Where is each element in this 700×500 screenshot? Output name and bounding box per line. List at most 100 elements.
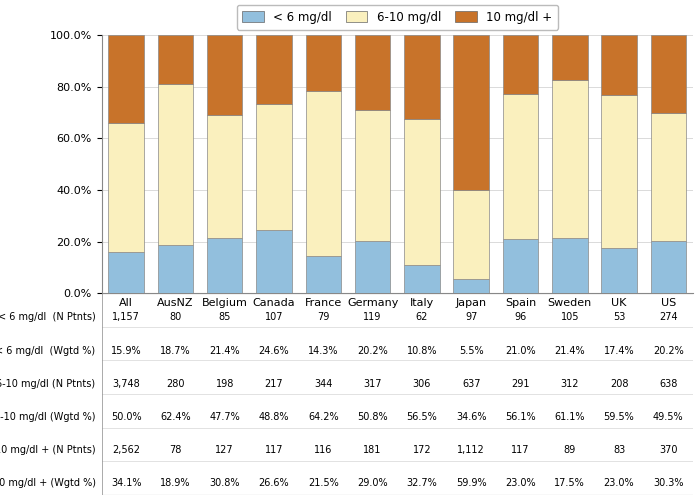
Text: 59.9%: 59.9% xyxy=(456,478,486,488)
Text: 50.0%: 50.0% xyxy=(111,412,141,422)
Bar xyxy=(404,266,440,293)
Bar xyxy=(650,241,686,293)
Bar xyxy=(306,35,341,90)
Bar xyxy=(503,34,538,94)
Text: 10.8%: 10.8% xyxy=(407,346,437,356)
Text: 317: 317 xyxy=(363,378,382,388)
Text: 96: 96 xyxy=(514,312,526,322)
Bar xyxy=(108,35,144,123)
Bar xyxy=(454,279,489,293)
Bar xyxy=(601,94,637,248)
Text: 21.5%: 21.5% xyxy=(308,478,339,488)
Text: 344: 344 xyxy=(314,378,332,388)
Text: 23.0%: 23.0% xyxy=(603,478,634,488)
Text: 6-10 mg/dl (Wgtd %): 6-10 mg/dl (Wgtd %) xyxy=(0,412,96,422)
Text: 1,157: 1,157 xyxy=(112,312,140,322)
Bar xyxy=(306,90,341,256)
Text: 29.0%: 29.0% xyxy=(357,478,388,488)
Text: 56.1%: 56.1% xyxy=(505,412,536,422)
Bar xyxy=(552,80,587,238)
Text: 15.9%: 15.9% xyxy=(111,346,141,356)
Text: 83: 83 xyxy=(613,445,625,455)
Text: 274: 274 xyxy=(659,312,678,322)
Text: 21.0%: 21.0% xyxy=(505,346,536,356)
Text: 181: 181 xyxy=(363,445,382,455)
Bar xyxy=(404,120,440,266)
Bar xyxy=(256,104,292,230)
Text: 116: 116 xyxy=(314,445,332,455)
Text: 47.7%: 47.7% xyxy=(209,412,240,422)
Bar xyxy=(454,190,489,279)
Text: 53: 53 xyxy=(613,312,625,322)
Text: 127: 127 xyxy=(216,445,234,455)
Text: 10 mg/dl + (N Ptnts): 10 mg/dl + (N Ptnts) xyxy=(0,445,96,455)
Text: 198: 198 xyxy=(216,378,234,388)
Text: 32.7%: 32.7% xyxy=(407,478,438,488)
Text: 370: 370 xyxy=(659,445,678,455)
Text: 34.1%: 34.1% xyxy=(111,478,141,488)
Text: 107: 107 xyxy=(265,312,284,322)
Text: 20.2%: 20.2% xyxy=(357,346,388,356)
Text: 30.8%: 30.8% xyxy=(209,478,240,488)
Text: < 6 mg/dl  (N Ptnts): < 6 mg/dl (N Ptnts) xyxy=(0,312,96,322)
Text: 34.6%: 34.6% xyxy=(456,412,486,422)
Text: 78: 78 xyxy=(169,445,181,455)
Text: 306: 306 xyxy=(413,378,431,388)
Text: 79: 79 xyxy=(317,312,330,322)
Text: 2,562: 2,562 xyxy=(112,445,140,455)
Bar xyxy=(503,94,538,239)
Text: 172: 172 xyxy=(412,445,431,455)
Bar xyxy=(108,123,144,252)
Text: 14.3%: 14.3% xyxy=(308,346,339,356)
Text: 291: 291 xyxy=(511,378,530,388)
Bar xyxy=(108,252,144,293)
Text: 217: 217 xyxy=(265,378,284,388)
Bar xyxy=(158,35,193,84)
Text: 89: 89 xyxy=(564,445,576,455)
Text: 59.5%: 59.5% xyxy=(603,412,634,422)
Text: 80: 80 xyxy=(169,312,181,322)
Bar xyxy=(601,36,637,94)
Bar xyxy=(650,35,686,113)
Bar xyxy=(355,35,391,110)
Text: 17.4%: 17.4% xyxy=(603,346,634,356)
Text: 208: 208 xyxy=(610,378,629,388)
Text: 23.0%: 23.0% xyxy=(505,478,536,488)
Bar xyxy=(355,110,391,241)
Bar xyxy=(503,239,538,293)
Text: 62: 62 xyxy=(416,312,428,322)
Text: 312: 312 xyxy=(561,378,579,388)
Text: 638: 638 xyxy=(659,378,678,388)
Bar xyxy=(552,238,587,293)
Text: 56.5%: 56.5% xyxy=(407,412,438,422)
Bar xyxy=(650,113,686,241)
Text: < 6 mg/dl  (Wgtd %): < 6 mg/dl (Wgtd %) xyxy=(0,346,96,356)
Bar xyxy=(355,241,391,293)
Text: 85: 85 xyxy=(218,312,231,322)
Text: 117: 117 xyxy=(511,445,530,455)
Text: 18.9%: 18.9% xyxy=(160,478,190,488)
Text: 20.2%: 20.2% xyxy=(653,346,684,356)
Text: 17.5%: 17.5% xyxy=(554,478,585,488)
Text: 21.4%: 21.4% xyxy=(209,346,240,356)
Text: 26.6%: 26.6% xyxy=(259,478,289,488)
Bar xyxy=(158,84,193,245)
Text: 21.4%: 21.4% xyxy=(554,346,585,356)
Text: 637: 637 xyxy=(462,378,480,388)
Text: 3,748: 3,748 xyxy=(112,378,140,388)
Bar xyxy=(207,36,242,115)
Bar xyxy=(306,256,341,293)
Bar xyxy=(256,230,292,293)
Bar xyxy=(601,248,637,293)
Text: 97: 97 xyxy=(465,312,477,322)
Text: 18.7%: 18.7% xyxy=(160,346,190,356)
Bar xyxy=(552,35,587,80)
Bar xyxy=(454,35,489,190)
Text: 5.5%: 5.5% xyxy=(459,346,484,356)
Text: 48.8%: 48.8% xyxy=(259,412,289,422)
Text: 30.3%: 30.3% xyxy=(653,478,684,488)
Text: 105: 105 xyxy=(561,312,579,322)
Text: 280: 280 xyxy=(166,378,185,388)
Legend: < 6 mg/dl, 6-10 mg/dl, 10 mg/dl +: < 6 mg/dl, 6-10 mg/dl, 10 mg/dl + xyxy=(237,4,558,29)
Bar xyxy=(207,115,242,238)
